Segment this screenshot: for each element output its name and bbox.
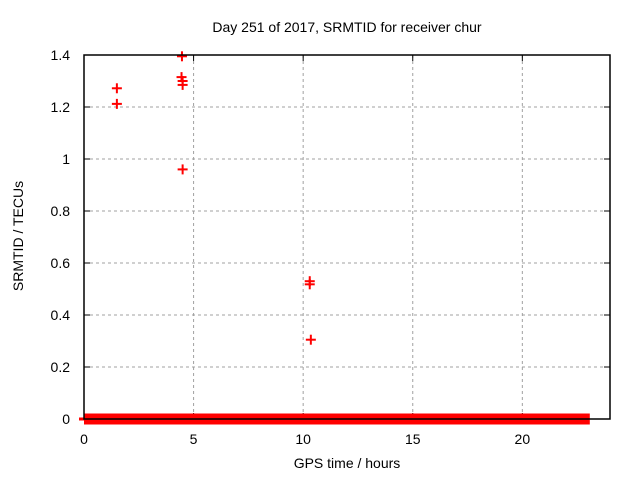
x-tick-label: 20 [515, 431, 531, 447]
y-tick-label: 0.4 [51, 307, 71, 323]
y-tick-label: 0.8 [51, 203, 71, 219]
chart-title: Day 251 of 2017, SRMTID for receiver chu… [212, 19, 482, 35]
y-tick-label: 0.2 [51, 359, 71, 375]
x-axis-title: GPS time / hours [293, 455, 401, 471]
x-tick-label: 5 [190, 431, 198, 447]
y-tick-label: 0 [62, 411, 70, 427]
x-tick-label: 15 [405, 431, 421, 447]
y-tick-label: 1.4 [51, 47, 71, 63]
x-tick-label: 10 [295, 431, 311, 447]
baseline-marker-band-edge [79, 417, 84, 421]
y-tick-label: 0.6 [51, 255, 71, 271]
y-tick-label: 1 [62, 151, 70, 167]
plot-border [83, 54, 611, 420]
y-tick-label: 1.2 [51, 99, 71, 115]
x-tick-label: 0 [80, 431, 88, 447]
